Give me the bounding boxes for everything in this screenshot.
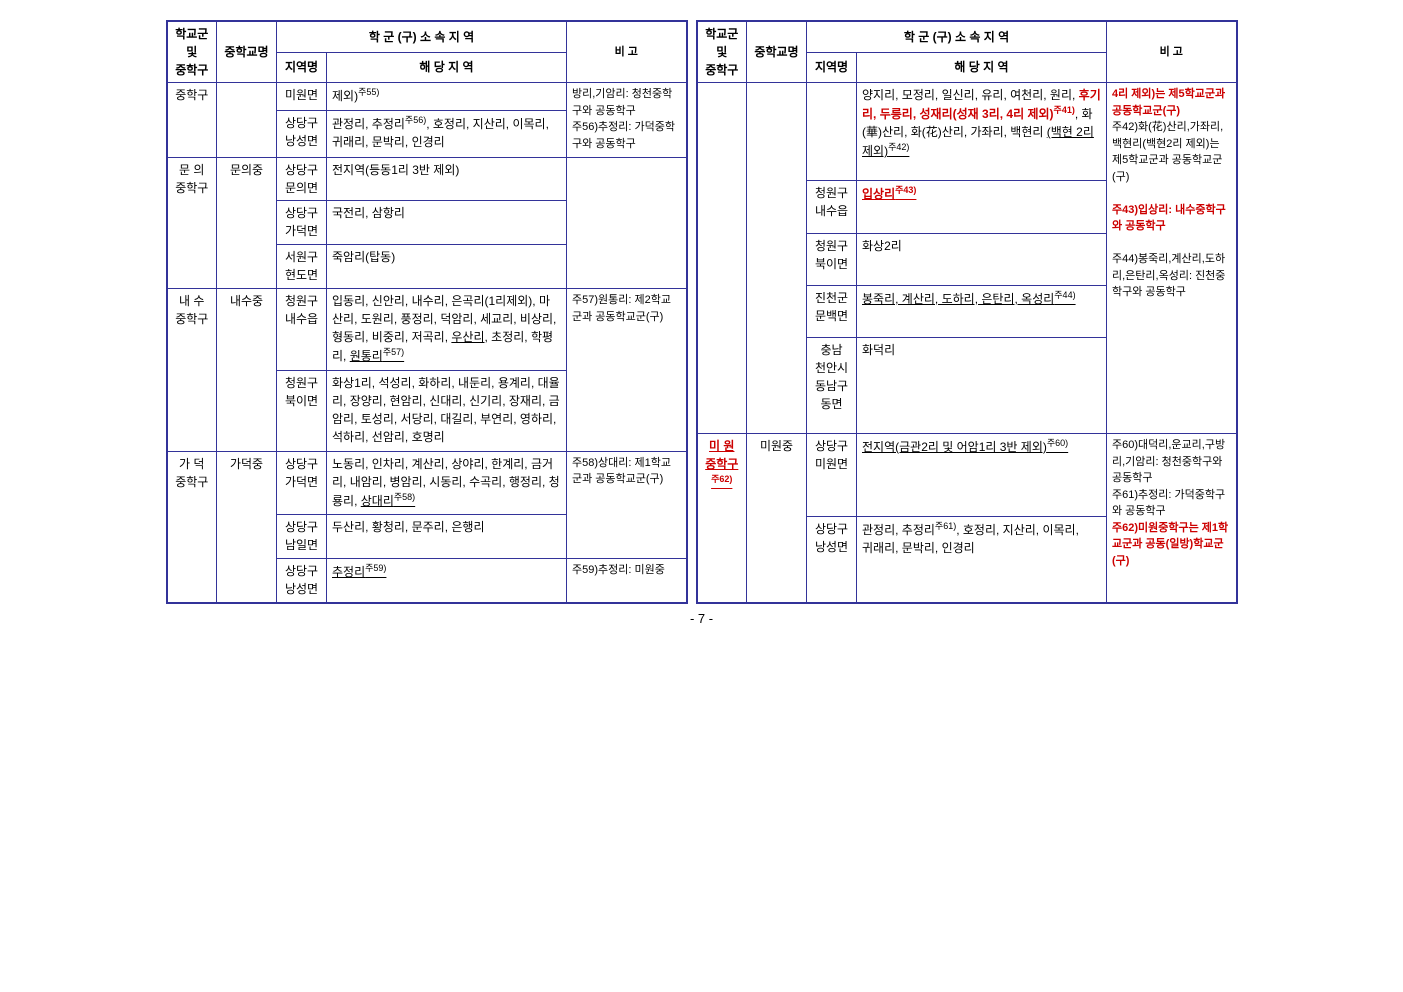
cell-note: 주58)상대리: 제1학교군과 공동학교군(구) <box>567 451 687 558</box>
cell-area: 전지역(금관2리 및 어암1리 3반 제외)주60) <box>857 434 1107 517</box>
cell-region: 상당구문의면 <box>277 157 327 201</box>
right-thead: 학교군및중학구 중학교명 학 군 (구) 소 속 지 역 비 고 지역명 해 당… <box>697 21 1237 83</box>
cell-region: 청원구내수읍 <box>807 181 857 233</box>
cell-note: 4리 제외)는 제5학교군과 공동학교군(구)주42)화(花)산리,가좌리, 백… <box>1107 83 1237 434</box>
left-table: 학교군및중학구 중학교명 학 군 (구) 소 속 지 역 비 고 지역명 해 당… <box>166 20 688 604</box>
hdr-region-group: 학 군 (구) 소 속 지 역 <box>277 21 567 52</box>
hdr-region-sub: 지역명 <box>277 52 327 82</box>
table-row: 미 원 중학구주62)미원중상당구미원면전지역(금관2리 및 어암1리 3반 제… <box>697 434 1237 517</box>
cell-area: 입상리주43) <box>857 181 1107 233</box>
cell-region: 청원구내수읍 <box>277 289 327 371</box>
table-row: 가 덕중학구가덕중상당구가덕면노동리, 인차리, 계산리, 상야리, 한계리, … <box>167 451 687 514</box>
cell-area: 관정리, 추정리주61), 호정리, 지산리, 이목리,귀래리, 문박리, 인경… <box>857 517 1107 603</box>
hdr-school: 중학교명 <box>217 21 277 83</box>
hdr-region-sub-r: 지역명 <box>807 52 857 82</box>
cell-district: 중학구 <box>167 83 217 158</box>
cell-district: 가 덕중학구 <box>167 451 217 603</box>
cell-region: 상당구미원면 <box>807 434 857 517</box>
left-tbody: 중학구 미원면제외)주55)방리,기암리: 청천중학구와 공동학구주56)추정리:… <box>167 83 687 604</box>
cell-school <box>217 83 277 158</box>
cell-note: 주59)추정리: 미원중 <box>567 559 687 604</box>
hdr-area-sub-r: 해 당 지 역 <box>857 52 1107 82</box>
cell-note: 주60)대덕리,운교리,구방리,기암리: 청천중학구와 공동학구주61)추정리:… <box>1107 434 1237 604</box>
cell-region: 미원면 <box>277 83 327 111</box>
cell-region: 상당구낭성면 <box>277 559 327 604</box>
cell-note: 방리,기암리: 청천중학구와 공동학구주56)추정리: 가덕중학구와 공동학구 <box>567 83 687 158</box>
right-table: 학교군및중학구 중학교명 학 군 (구) 소 속 지 역 비 고 지역명 해 당… <box>696 20 1238 604</box>
cell-area: 전지역(등동1리 3반 제외) <box>327 157 567 201</box>
cell-area: 죽암리(탑동) <box>327 245 567 289</box>
cell-area: 화상2리 <box>857 233 1107 285</box>
cell-area: 봉죽리, 계산리, 도하리, 은탄리, 옥성리주44) <box>857 285 1107 337</box>
table-row: 중학구미원면제외)주55)방리,기암리: 청천중학구와 공동학구주56)추정리:… <box>167 83 687 111</box>
left-thead: 학교군및중학구 중학교명 학 군 (구) 소 속 지 역 비 고 지역명 해 당… <box>167 21 687 83</box>
cell-region <box>807 83 857 181</box>
hdr-school-r: 중학교명 <box>747 21 807 83</box>
cell-area: 관정리, 추정리주56), 호정리, 지산리, 이목리,귀래리, 문박리, 인경… <box>327 110 567 157</box>
cell-area: 화덕리 <box>857 338 1107 434</box>
cell-area: 노동리, 인차리, 계산리, 상야리, 한계리, 금거리, 내암리, 병암리, … <box>327 451 567 514</box>
cell-district: 내 수중학구 <box>167 289 217 451</box>
hdr-region-group-r: 학 군 (구) 소 속 지 역 <box>807 21 1107 52</box>
cell-region: 상당구낭성면 <box>807 517 857 603</box>
cell-area: 화상1리, 석성리, 화하리, 내둔리, 용계리, 대율리, 장양리, 현암리,… <box>327 371 567 452</box>
cell-school <box>747 83 807 434</box>
cell-region: 청원구북이면 <box>807 233 857 285</box>
hdr-district: 학교군및중학구 <box>167 21 217 83</box>
table-row: 내 수중학구내수중청원구내수읍입동리, 신안리, 내수리, 은곡리(1리제외),… <box>167 289 687 371</box>
cell-school: 내수중 <box>217 289 277 451</box>
cell-area: 추정리주59) <box>327 559 567 604</box>
cell-area: 양지리, 모정리, 일신리, 유리, 여천리, 원리, 후기리, 두릉리, 성재… <box>857 83 1107 181</box>
cell-area: 입동리, 신안리, 내수리, 은곡리(1리제외), 마산리, 도원리, 풍정리,… <box>327 289 567 371</box>
cell-school: 문의중 <box>217 157 277 289</box>
cell-region: 상당구가덕면 <box>277 451 327 514</box>
cell-school: 미원중 <box>747 434 807 604</box>
table-row: 양지리, 모정리, 일신리, 유리, 여천리, 원리, 후기리, 두릉리, 성재… <box>697 83 1237 181</box>
cell-note: 주57)원통리: 제2학교군과 공동학교군(구) <box>567 289 687 451</box>
hdr-note: 비 고 <box>567 21 687 83</box>
cell-note <box>567 157 687 289</box>
hdr-note-r: 비 고 <box>1107 21 1237 83</box>
cell-area: 두산리, 황청리, 문주리, 은행리 <box>327 515 567 559</box>
cell-region: 상당구낭성면 <box>277 110 327 157</box>
cell-region: 청원구북이면 <box>277 371 327 452</box>
hdr-district-r: 학교군및중학구 <box>697 21 747 83</box>
cell-school: 가덕중 <box>217 451 277 603</box>
hdr-area-sub: 해 당 지 역 <box>327 52 567 82</box>
table-row: 문 의중학구문의중상당구문의면전지역(등동1리 3반 제외) <box>167 157 687 201</box>
cell-region: 진천군문백면 <box>807 285 857 337</box>
cell-area: 국전리, 삼항리 <box>327 201 567 245</box>
cell-region: 충남천안시동남구동면 <box>807 338 857 434</box>
cell-district <box>697 83 747 434</box>
page-number: - 7 - <box>20 611 1383 626</box>
cell-region: 상당구가덕면 <box>277 201 327 245</box>
cell-region: 서원구현도면 <box>277 245 327 289</box>
cell-district: 미 원 중학구주62) <box>697 434 747 604</box>
page-root: 학교군및중학구 중학교명 학 군 (구) 소 속 지 역 비 고 지역명 해 당… <box>20 20 1383 593</box>
cell-area: 제외)주55) <box>327 83 567 111</box>
right-tbody: 양지리, 모정리, 일신리, 유리, 여천리, 원리, 후기리, 두릉리, 성재… <box>697 83 1237 604</box>
cell-region: 상당구남일면 <box>277 515 327 559</box>
cell-district: 문 의중학구 <box>167 157 217 289</box>
